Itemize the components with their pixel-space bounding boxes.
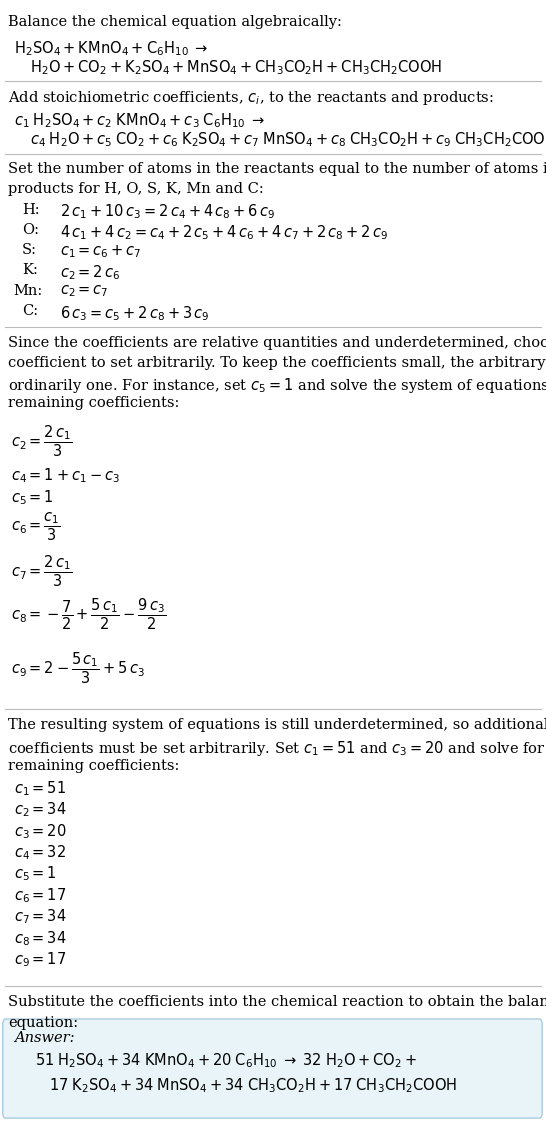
Text: Since the coefficients are relative quantities and underdetermined, choose a: Since the coefficients are relative quan… (8, 336, 546, 349)
Text: $c_3 = 20$: $c_3 = 20$ (14, 822, 66, 841)
Text: $c_9 = 2 - \dfrac{5\,c_1}{3} + 5\,c_3$: $c_9 = 2 - \dfrac{5\,c_1}{3} + 5\,c_3$ (11, 651, 145, 686)
Text: $51\;\mathrm{H_2SO_4} + 34\;\mathrm{KMnO_4} + 20\;\mathrm{C_6H_{10}}\;\rightarro: $51\;\mathrm{H_2SO_4} + 34\;\mathrm{KMnO… (35, 1052, 418, 1071)
Text: K:: K: (22, 263, 38, 277)
Text: O:: O: (22, 223, 39, 236)
Text: $c_4 = 1 + c_1 - c_3$: $c_4 = 1 + c_1 - c_3$ (11, 466, 120, 485)
Text: H:: H: (22, 203, 39, 216)
Text: ordinarily one. For instance, set $c_5 = 1$ and solve the system of equations fo: ordinarily one. For instance, set $c_5 =… (8, 376, 546, 395)
Text: $c_2 = 2\,c_6$: $c_2 = 2\,c_6$ (60, 263, 121, 283)
Text: Mn:: Mn: (14, 284, 43, 297)
Text: $17\;\mathrm{K_2SO_4} + 34\;\mathrm{MnSO_4} + 34\;\mathrm{CH_3CO_2H} + 17\;\math: $17\;\mathrm{K_2SO_4} + 34\;\mathrm{MnSO… (49, 1076, 457, 1096)
Text: $c_4 = 32$: $c_4 = 32$ (14, 843, 66, 863)
Text: $c_2 = 34$: $c_2 = 34$ (14, 801, 66, 820)
Text: $c_1 = 51$: $c_1 = 51$ (14, 779, 66, 798)
Text: $6\,c_3 = c_5 + 2\,c_8 + 3\,c_9$: $6\,c_3 = c_5 + 2\,c_8 + 3\,c_9$ (60, 304, 210, 323)
Text: $2\,c_1 + 10\,c_3 = 2\,c_4 + 4\,c_8 + 6\,c_9$: $2\,c_1 + 10\,c_3 = 2\,c_4 + 4\,c_8 + 6\… (60, 203, 275, 222)
Text: remaining coefficients:: remaining coefficients: (8, 759, 180, 772)
Text: Set the number of atoms in the reactants equal to the number of atoms in the: Set the number of atoms in the reactants… (8, 162, 546, 176)
Text: $c_4\;\mathrm{H_2O} + c_5\;\mathrm{CO_2} + c_6\;\mathrm{K_2SO_4} + c_7\;\mathrm{: $c_4\;\mathrm{H_2O} + c_5\;\mathrm{CO_2}… (30, 131, 546, 150)
Text: $c_7 = 34$: $c_7 = 34$ (14, 908, 66, 927)
Text: $c_7 = \dfrac{2\,c_1}{3}$: $c_7 = \dfrac{2\,c_1}{3}$ (11, 554, 73, 589)
Text: $\mathrm{H_2SO_4 + KMnO_4 + C_6H_{10}}\;\rightarrow$: $\mathrm{H_2SO_4 + KMnO_4 + C_6H_{10}}\;… (14, 39, 208, 59)
FancyBboxPatch shape (3, 1019, 542, 1118)
Text: $c_2 = c_7$: $c_2 = c_7$ (60, 284, 109, 300)
Text: C:: C: (22, 304, 38, 318)
Text: $c_8 = 34$: $c_8 = 34$ (14, 929, 66, 948)
Text: $c_6 = 17$: $c_6 = 17$ (14, 886, 66, 905)
Text: $c_5 = 1$: $c_5 = 1$ (11, 489, 54, 508)
Text: $\mathrm{H_2O + CO_2 + K_2SO_4 + MnSO_4 + CH_3CO_2H + CH_3CH_2COOH}$: $\mathrm{H_2O + CO_2 + K_2SO_4 + MnSO_4 … (30, 59, 442, 78)
Text: Substitute the coefficients into the chemical reaction to obtain the balanced: Substitute the coefficients into the che… (8, 995, 546, 1009)
Text: $c_8 = -\dfrac{7}{2} + \dfrac{5\,c_1}{2} - \dfrac{9\,c_3}{2}$: $c_8 = -\dfrac{7}{2} + \dfrac{5\,c_1}{2}… (11, 597, 166, 632)
Text: $c_1 = c_6 + c_7$: $c_1 = c_6 + c_7$ (60, 243, 141, 260)
Text: products for H, O, S, K, Mn and C:: products for H, O, S, K, Mn and C: (8, 182, 264, 196)
Text: Add stoichiometric coefficients, $c_i$, to the reactants and products:: Add stoichiometric coefficients, $c_i$, … (8, 89, 494, 107)
Text: coefficients must be set arbitrarily. Set $c_1 = 51$ and $c_3 = 20$ and solve fo: coefficients must be set arbitrarily. Se… (8, 739, 546, 758)
Text: The resulting system of equations is still underdetermined, so additional: The resulting system of equations is sti… (8, 718, 546, 732)
Text: Balance the chemical equation algebraically:: Balance the chemical equation algebraica… (8, 15, 342, 29)
Text: equation:: equation: (8, 1016, 78, 1029)
Text: remaining coefficients:: remaining coefficients: (8, 396, 180, 410)
Text: $c_1\;\mathrm{H_2SO_4} + c_2\;\mathrm{KMnO_4} + c_3\;\mathrm{C_6H_{10}}\;\righta: $c_1\;\mathrm{H_2SO_4} + c_2\;\mathrm{KM… (14, 111, 265, 131)
Text: Answer:: Answer: (14, 1031, 74, 1045)
Text: $c_6 = \dfrac{c_1}{3}$: $c_6 = \dfrac{c_1}{3}$ (11, 511, 61, 544)
Text: $c_2 = \dfrac{2\,c_1}{3}$: $c_2 = \dfrac{2\,c_1}{3}$ (11, 423, 73, 458)
Text: $4\,c_1 + 4\,c_2 = c_4 + 2\,c_5 + 4\,c_6 + 4\,c_7 + 2\,c_8 + 2\,c_9$: $4\,c_1 + 4\,c_2 = c_4 + 2\,c_5 + 4\,c_6… (60, 223, 388, 242)
Text: $c_9 = 17$: $c_9 = 17$ (14, 950, 66, 969)
Text: coefficient to set arbitrarily. To keep the coefficients small, the arbitrary va: coefficient to set arbitrarily. To keep … (8, 356, 546, 369)
Text: $c_5 = 1$: $c_5 = 1$ (14, 865, 56, 884)
Text: S:: S: (22, 243, 37, 257)
